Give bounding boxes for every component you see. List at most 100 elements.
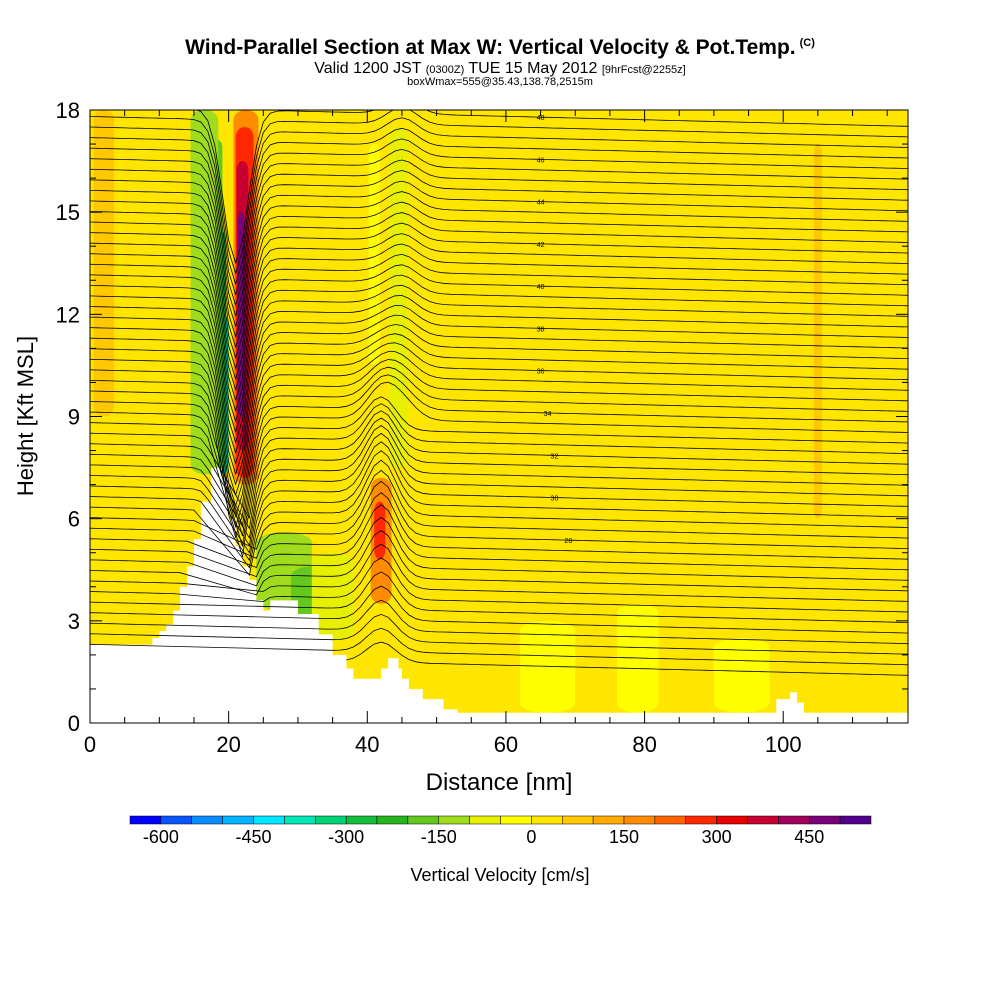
colorbar-tick-label: -600 <box>143 827 179 847</box>
isentrope-contour <box>90 504 908 578</box>
contour-label: 44 <box>537 200 545 207</box>
isentrope-contour <box>90 410 908 530</box>
y-tick-label: 6 <box>68 507 80 532</box>
contour-label: 34 <box>544 411 552 418</box>
isentrope-contour <box>90 381 908 547</box>
isentrope-contour <box>90 450 908 569</box>
y-tick-label: 12 <box>56 302 80 327</box>
isentrope-contour <box>90 180 908 349</box>
isentrope-contour <box>90 243 908 412</box>
isentrope-contour <box>90 403 908 520</box>
isentrope-contour <box>90 274 908 444</box>
isentrope-contour <box>90 417 908 540</box>
colorbar-swatch <box>716 815 748 825</box>
colorbar-tick-label: -300 <box>328 827 364 847</box>
velocity-cell <box>190 110 219 475</box>
contour-label: 30 <box>551 496 559 503</box>
isentrope-contour <box>90 516 908 587</box>
plot-area: 28 30 32 34 36 38 40 42 44 46 48 <box>90 110 908 723</box>
isentrope-contour <box>90 613 908 655</box>
colorbar-label: Vertical Velocity [cm/s] <box>410 865 589 885</box>
potential-temperature-contours: 28 30 32 34 36 38 40 42 44 46 48 <box>90 110 908 676</box>
isentrope-contour <box>90 138 908 307</box>
chart-title: Wind-Parallel Section at Max W: Vertical… <box>185 36 815 59</box>
velocity-cell <box>813 144 823 519</box>
isentrope-contour <box>90 233 908 402</box>
isentrope-contour <box>195 110 908 265</box>
isentrope-contour <box>90 530 908 596</box>
colorbar-swatch <box>129 815 162 825</box>
colorbar-swatch <box>407 815 439 825</box>
colorbar-swatch <box>562 815 594 825</box>
contour-label: 38 <box>537 326 545 333</box>
isentrope-contour <box>90 459 908 576</box>
chart-title-suffix: (C) <box>799 37 815 49</box>
colorbar-swatch <box>778 815 810 825</box>
isentrope-contour <box>90 432 908 554</box>
contour-label: 32 <box>551 453 559 460</box>
colorbar-tick-label: -450 <box>235 827 271 847</box>
x-tick-label: 100 <box>765 732 802 757</box>
x-axis-label: Distance [nm] <box>426 769 573 796</box>
velocity-cell <box>368 144 380 366</box>
isentrope-contour <box>90 117 908 286</box>
colorbar-swatch <box>438 815 470 825</box>
colorbar-tick-label: 0 <box>526 827 536 847</box>
colorbar-swatch <box>253 815 285 825</box>
colorbar-swatch <box>345 815 378 825</box>
colorbar-swatch <box>592 815 625 825</box>
isentrope-contour <box>90 314 908 486</box>
y-tick-label: 15 <box>56 200 80 225</box>
isentrope-contour <box>90 264 908 434</box>
y-tick-label: 0 <box>68 711 80 736</box>
colorbar-swatch <box>654 815 686 825</box>
colorbar-swatch <box>160 815 192 825</box>
x-tick-label: 40 <box>355 732 379 757</box>
colorbar-swatch <box>376 815 409 825</box>
colorbar-swatch <box>500 815 532 825</box>
colorbar-swatch <box>809 815 841 825</box>
colorbar-swatch <box>623 815 656 825</box>
isentrope-contour <box>90 599 908 645</box>
contour-label: 46 <box>537 157 545 164</box>
colorbar-tick-label: 450 <box>794 827 824 847</box>
colorbar-swatch <box>191 815 223 825</box>
isentrope-contour <box>90 333 908 507</box>
forecast-info: [9hrFcst@2255z] <box>601 64 686 76</box>
colorbar-swatch <box>685 815 717 825</box>
isentrope-contour <box>90 342 908 518</box>
contour-label: 42 <box>537 242 545 249</box>
colorbar-swatch <box>839 815 872 825</box>
colorbar-swatch <box>315 815 347 825</box>
isentrope-contour <box>90 543 908 602</box>
velocity-cell <box>519 620 576 713</box>
isentrope-contour <box>90 222 908 391</box>
isentrope-contour <box>90 127 908 296</box>
contour-label: 36 <box>537 369 545 376</box>
isentrope-contour <box>90 425 908 547</box>
isentrope-contour <box>90 441 908 562</box>
isentrope-contour <box>90 359 908 539</box>
x-tick-label: 20 <box>216 732 240 757</box>
colorbar-swatch <box>284 815 316 825</box>
velocity-cell <box>374 501 386 560</box>
isentrope-contour <box>90 627 908 666</box>
isentrope-contour <box>90 284 908 455</box>
isentrope-contour <box>90 492 908 569</box>
contour-label: 48 <box>537 115 545 122</box>
isentrope-contour <box>90 585 908 634</box>
isentrope-contour <box>90 295 908 465</box>
x-tick-label: 0 <box>84 732 96 757</box>
colorbar-tick-label: 300 <box>702 827 732 847</box>
colorbar-swatch <box>747 815 779 825</box>
contour-label: 28 <box>564 538 572 545</box>
isentrope-contour <box>90 212 908 381</box>
chart-subtitle-valid-time: Valid 1200 JST (0300Z) TUE 15 May 2012 [… <box>0 60 1000 78</box>
isentrope-contour <box>90 351 908 529</box>
isentrope-contour <box>90 374 908 537</box>
colorbar: -600 -450 -300 -150 0 150 300 450 <box>129 815 872 847</box>
velocity-cell <box>389 127 408 468</box>
isentrope-contour <box>90 396 908 558</box>
